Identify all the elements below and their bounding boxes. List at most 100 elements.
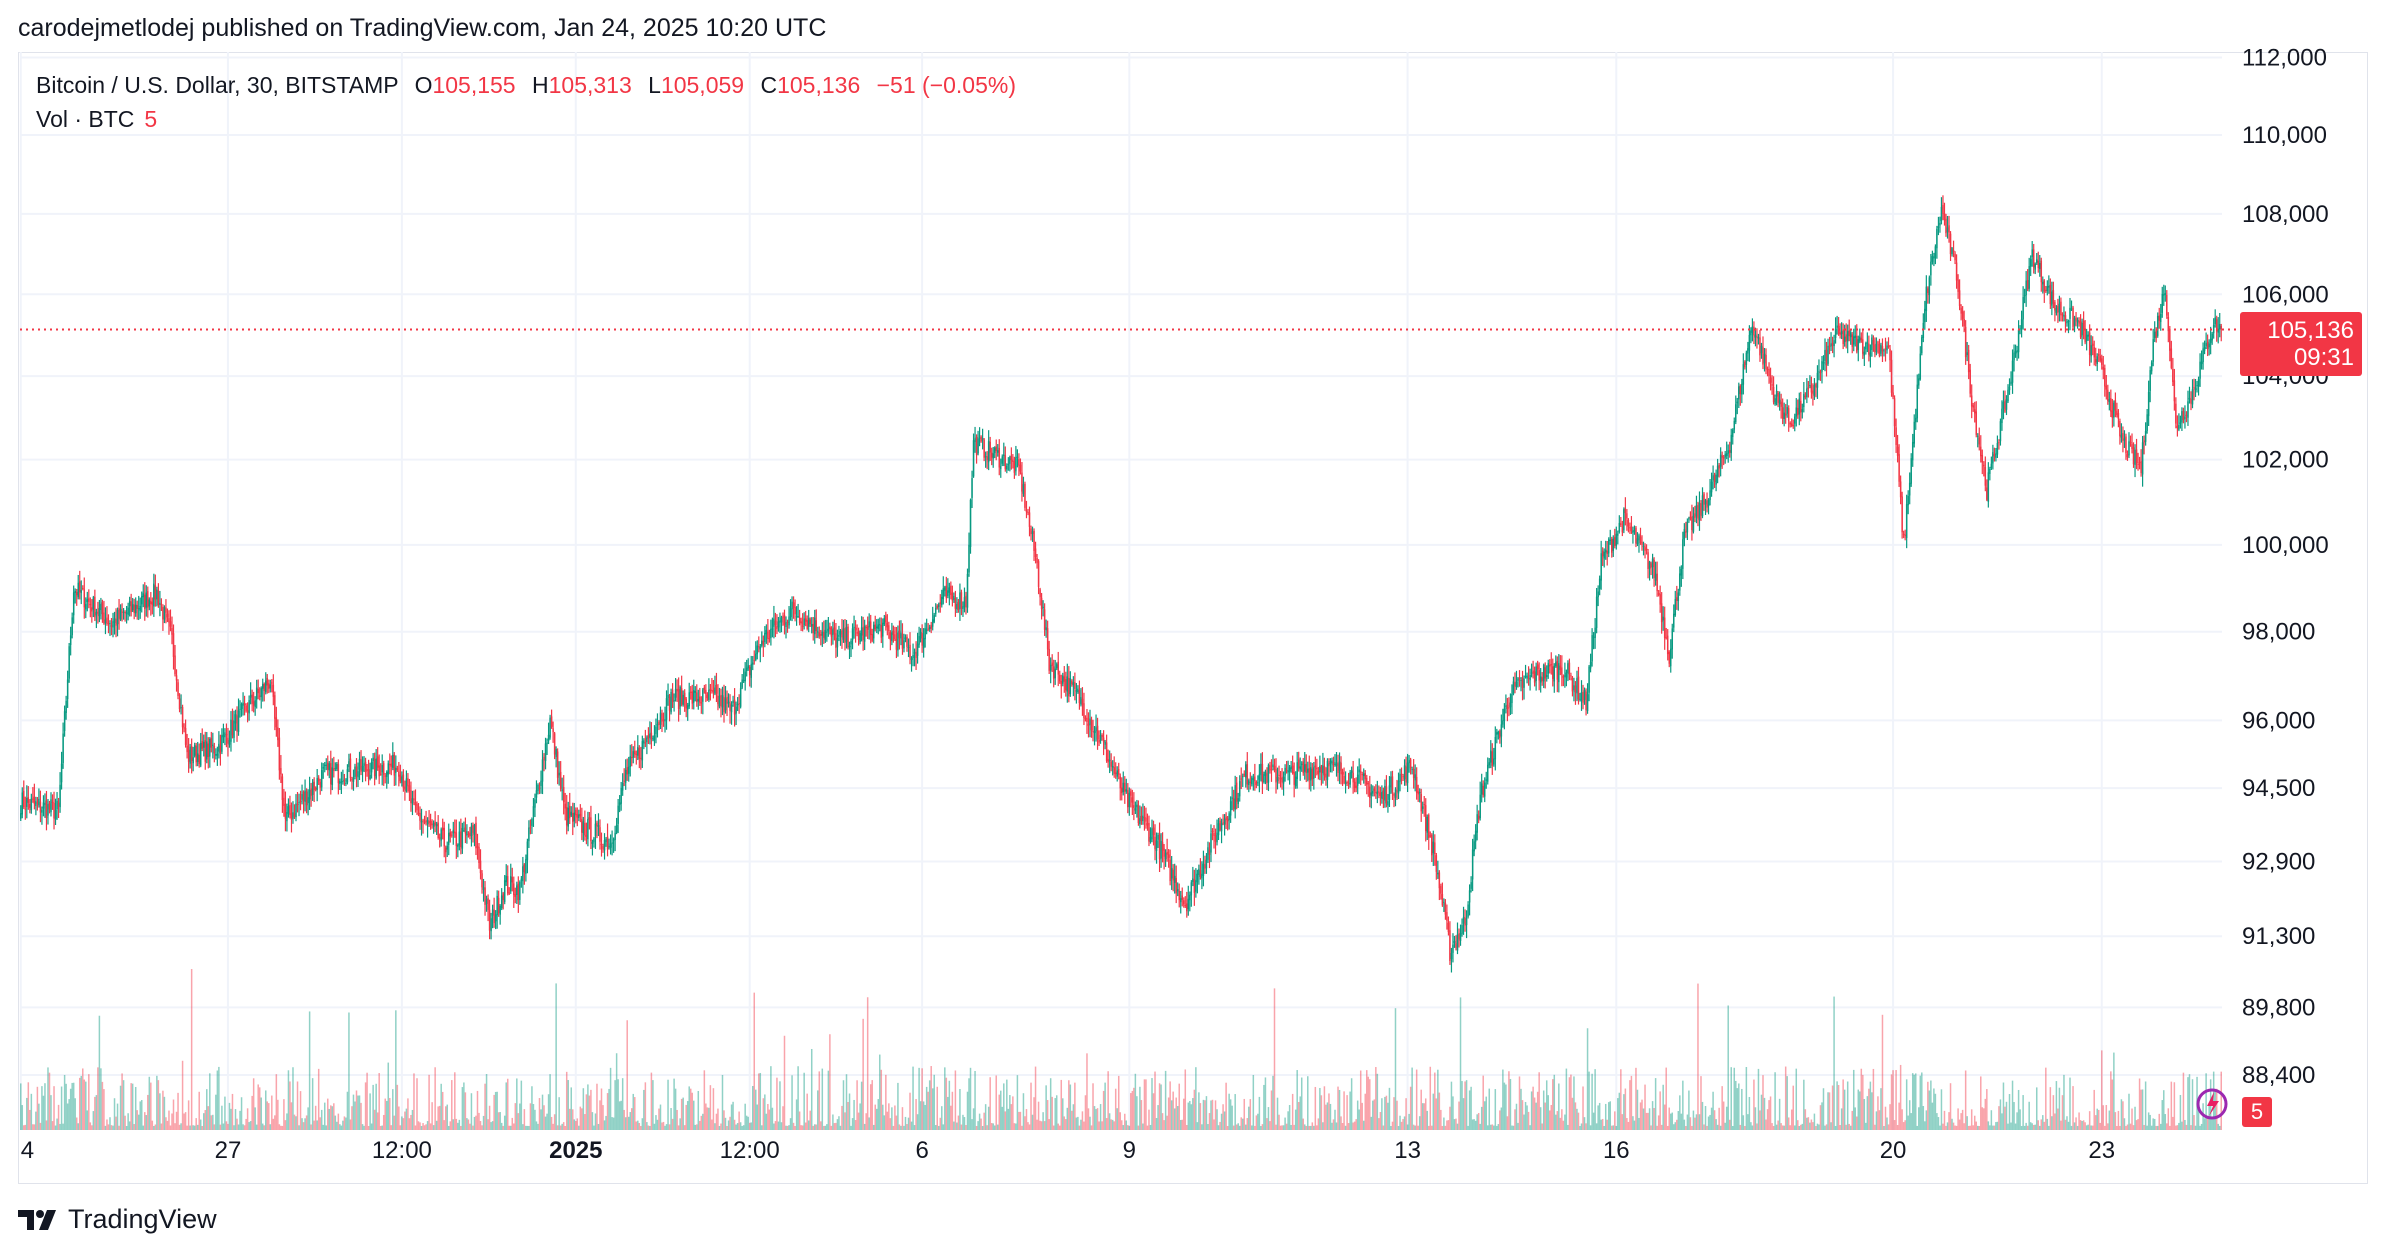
volume-bar <box>659 1104 662 1130</box>
volume-bar <box>1984 1098 1987 1130</box>
candle-body <box>1189 894 1191 901</box>
volume-bar <box>1594 1069 1596 1130</box>
volume-bar <box>1998 1106 2000 1130</box>
volume-bar <box>1099 1104 1102 1130</box>
candle-body <box>1783 412 1785 419</box>
volume-bar <box>215 1094 217 1130</box>
volume-bar <box>1512 1125 1515 1130</box>
volume-bar <box>1105 1118 1108 1130</box>
candle-body <box>1505 705 1507 707</box>
candle-body <box>1712 475 1714 481</box>
volume-bar <box>92 1111 95 1130</box>
candle-body <box>777 621 780 628</box>
candle-body <box>1341 771 1344 775</box>
volume-bar <box>1432 1093 1435 1130</box>
volume-bar <box>2170 1081 2173 1130</box>
tradingview-logo[interactable]: TradingView <box>18 1204 217 1235</box>
volume-bar <box>1869 1081 1872 1130</box>
candle-body <box>1633 530 1636 532</box>
volume-bar <box>1065 1119 1067 1130</box>
volume-bar <box>322 1124 324 1130</box>
volume-bar <box>2123 1118 2126 1130</box>
candle-body <box>2182 411 2185 420</box>
volume-bar <box>1350 1078 1353 1130</box>
candle-body <box>1258 774 1261 780</box>
candle-body <box>1986 487 1988 500</box>
volume-bar <box>679 1118 681 1130</box>
volume-bar <box>1931 1102 1934 1130</box>
volume-bar <box>1666 1125 1669 1130</box>
volume-bar <box>30 1093 33 1130</box>
candle-body <box>2014 351 2017 354</box>
candle-body <box>996 450 999 453</box>
candle-body <box>183 727 185 729</box>
volume-bar <box>1541 1123 1543 1130</box>
candle-body <box>1889 348 1891 361</box>
volume-bar <box>2035 1087 2038 1130</box>
volume-bar <box>1158 1083 1161 1130</box>
candle-body <box>948 587 951 593</box>
candle-body <box>1928 277 1931 296</box>
candle-body <box>609 843 612 848</box>
candle-body <box>543 756 545 760</box>
volume-bar <box>981 1125 984 1130</box>
y-tick-label: 102,000 <box>2242 447 2329 474</box>
candle-body <box>319 781 321 788</box>
volume-bar <box>1669 1113 1672 1130</box>
volume-bar <box>1462 1098 1465 1130</box>
volume-bar <box>1000 1090 1002 1130</box>
candle-body <box>210 738 213 748</box>
candle-body <box>452 829 455 834</box>
candle-body <box>1809 385 1811 387</box>
volume-bar <box>1981 1107 1984 1130</box>
volume-bar <box>1842 1079 1844 1130</box>
volume-bar <box>535 1121 538 1130</box>
candle-body <box>705 689 707 695</box>
volume-bar <box>1927 1081 1929 1130</box>
candle-body <box>1349 772 1351 785</box>
candle-body <box>1969 369 1971 394</box>
candle-body <box>298 802 300 804</box>
candle-body <box>646 737 648 743</box>
volume-bar <box>2102 1105 2105 1130</box>
volume-bar <box>441 1091 444 1130</box>
volume-bar <box>916 1114 919 1130</box>
candle-body <box>1314 765 1317 768</box>
candle-body <box>2031 249 2033 257</box>
candle-body <box>1192 878 1194 882</box>
volume-bar <box>104 1125 107 1130</box>
volume-bar <box>1753 1079 1755 1130</box>
candle-body <box>375 758 377 779</box>
volume-bar <box>1750 1122 1752 1130</box>
volume-bar <box>813 1124 816 1130</box>
candle-body <box>562 787 565 803</box>
y-tick-label: 98,000 <box>2242 619 2315 646</box>
volume-bar <box>1809 1122 1811 1130</box>
volume-bar <box>1210 1100 1212 1130</box>
y-tick-label: 110,000 <box>2242 122 2327 149</box>
candle-body <box>1904 534 1906 537</box>
volume-bar <box>974 1070 976 1130</box>
candle-body <box>26 797 28 807</box>
candle-body <box>1925 286 1928 312</box>
volume-bar <box>1629 1080 1631 1130</box>
candle-body <box>612 839 615 841</box>
candle-body <box>446 845 448 850</box>
candle-body <box>95 611 98 616</box>
sparkle-icon[interactable] <box>2190 1082 2234 1126</box>
volume-bar <box>758 1073 760 1130</box>
volume-bar <box>1538 1072 1540 1130</box>
volume-bar <box>1034 1066 1037 1130</box>
candle-body <box>190 746 193 761</box>
volume-bar <box>1691 1125 1693 1130</box>
volume-bar <box>1192 1098 1194 1130</box>
volume-bar <box>1564 1114 1566 1130</box>
candle-body <box>1995 453 1997 458</box>
candle-body <box>933 615 935 622</box>
volume-bar <box>1595 1123 1598 1130</box>
candle-body <box>496 895 498 916</box>
candle-body <box>685 698 687 709</box>
volume-bar <box>2190 1125 2192 1130</box>
volume-bar <box>328 1108 331 1130</box>
